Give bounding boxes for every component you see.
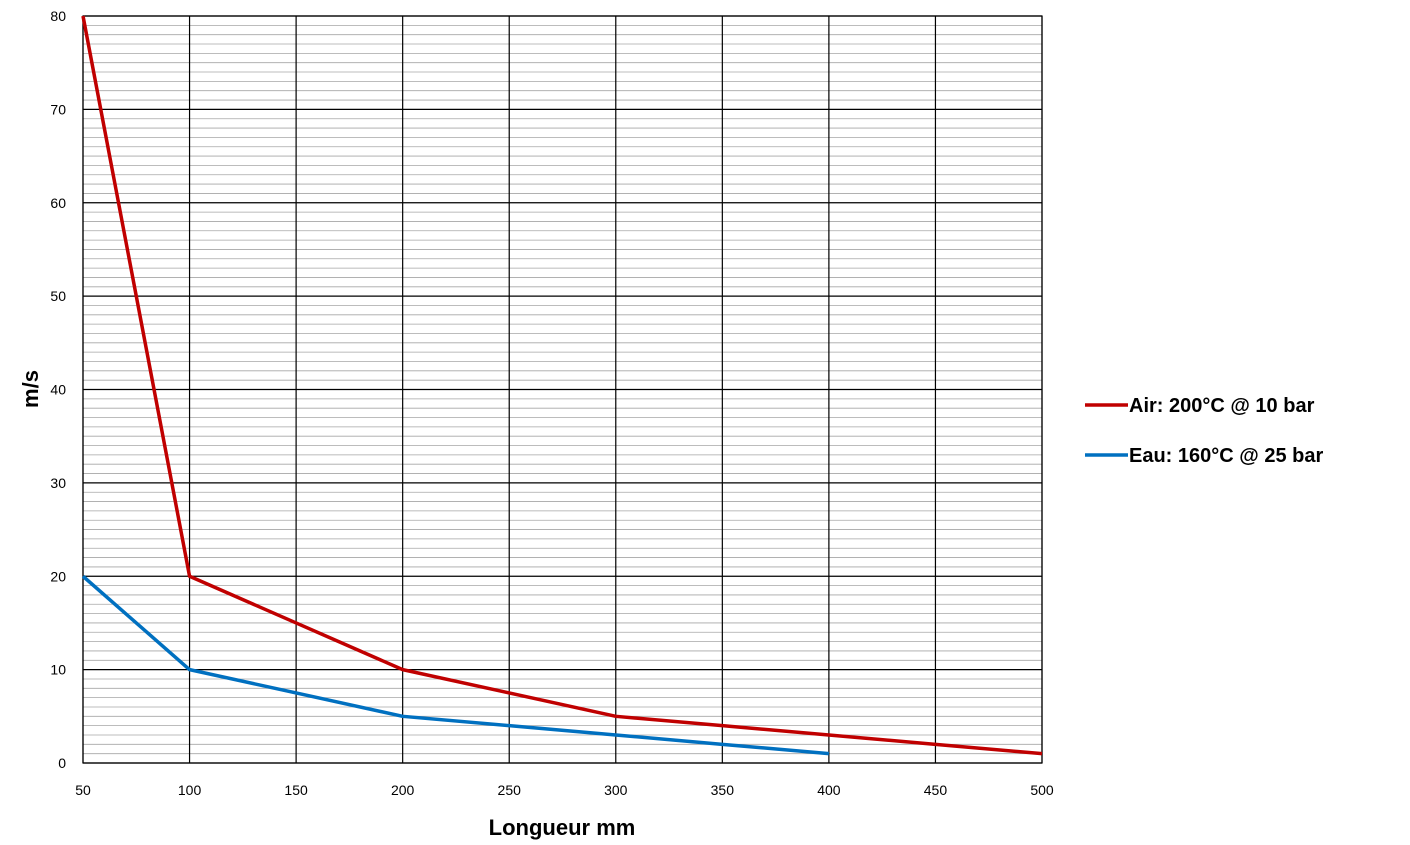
series-line-1: [81, 15, 1043, 756]
y-tick-label: 10: [50, 662, 66, 678]
y-tick-label: 20: [50, 568, 66, 584]
y-tick-label: 30: [50, 475, 66, 491]
minor-gridlines: [83, 24, 1042, 755]
y-tick-label: 40: [50, 382, 66, 398]
legend: Air: 200°C @ 10 bar Eau: 160°C @ 25 bar: [1085, 395, 1323, 467]
x-tick-label: 200: [391, 782, 415, 798]
y-tick-label: 70: [50, 101, 66, 117]
x-axis-tick-labels: 50 100 150 200 250 300 350 400 450 500: [75, 782, 1054, 798]
x-tick-label: 300: [604, 782, 628, 798]
y-tick-label: 0: [58, 755, 66, 771]
y-tick-label: 50: [50, 288, 66, 304]
y-tick-label: 60: [50, 195, 66, 211]
x-tick-label: 400: [817, 782, 841, 798]
x-tick-label: 50: [75, 782, 91, 798]
x-axis-title: Longueur mm: [489, 815, 636, 840]
y-axis-tick-labels: 0 10 20 30 40 50 60 70 80: [50, 8, 66, 771]
x-tick-label: 450: [924, 782, 948, 798]
legend-label: Eau: 160°C @ 25 bar: [1129, 445, 1323, 467]
x-tick-label: 500: [1030, 782, 1054, 798]
y-axis-title: m/s: [18, 370, 43, 408]
y-tick-label: 80: [50, 8, 66, 24]
series-lines: [81, 15, 1043, 756]
x-tick-label: 250: [498, 782, 522, 798]
plot-area-frame: [82, 15, 1043, 764]
legend-label: Air: 200°C @ 10 bar: [1129, 395, 1315, 417]
x-tick-label: 350: [711, 782, 735, 798]
series-line-2: [81, 574, 830, 756]
x-tick-label: 150: [284, 782, 308, 798]
x-tick-label: 100: [178, 782, 202, 798]
